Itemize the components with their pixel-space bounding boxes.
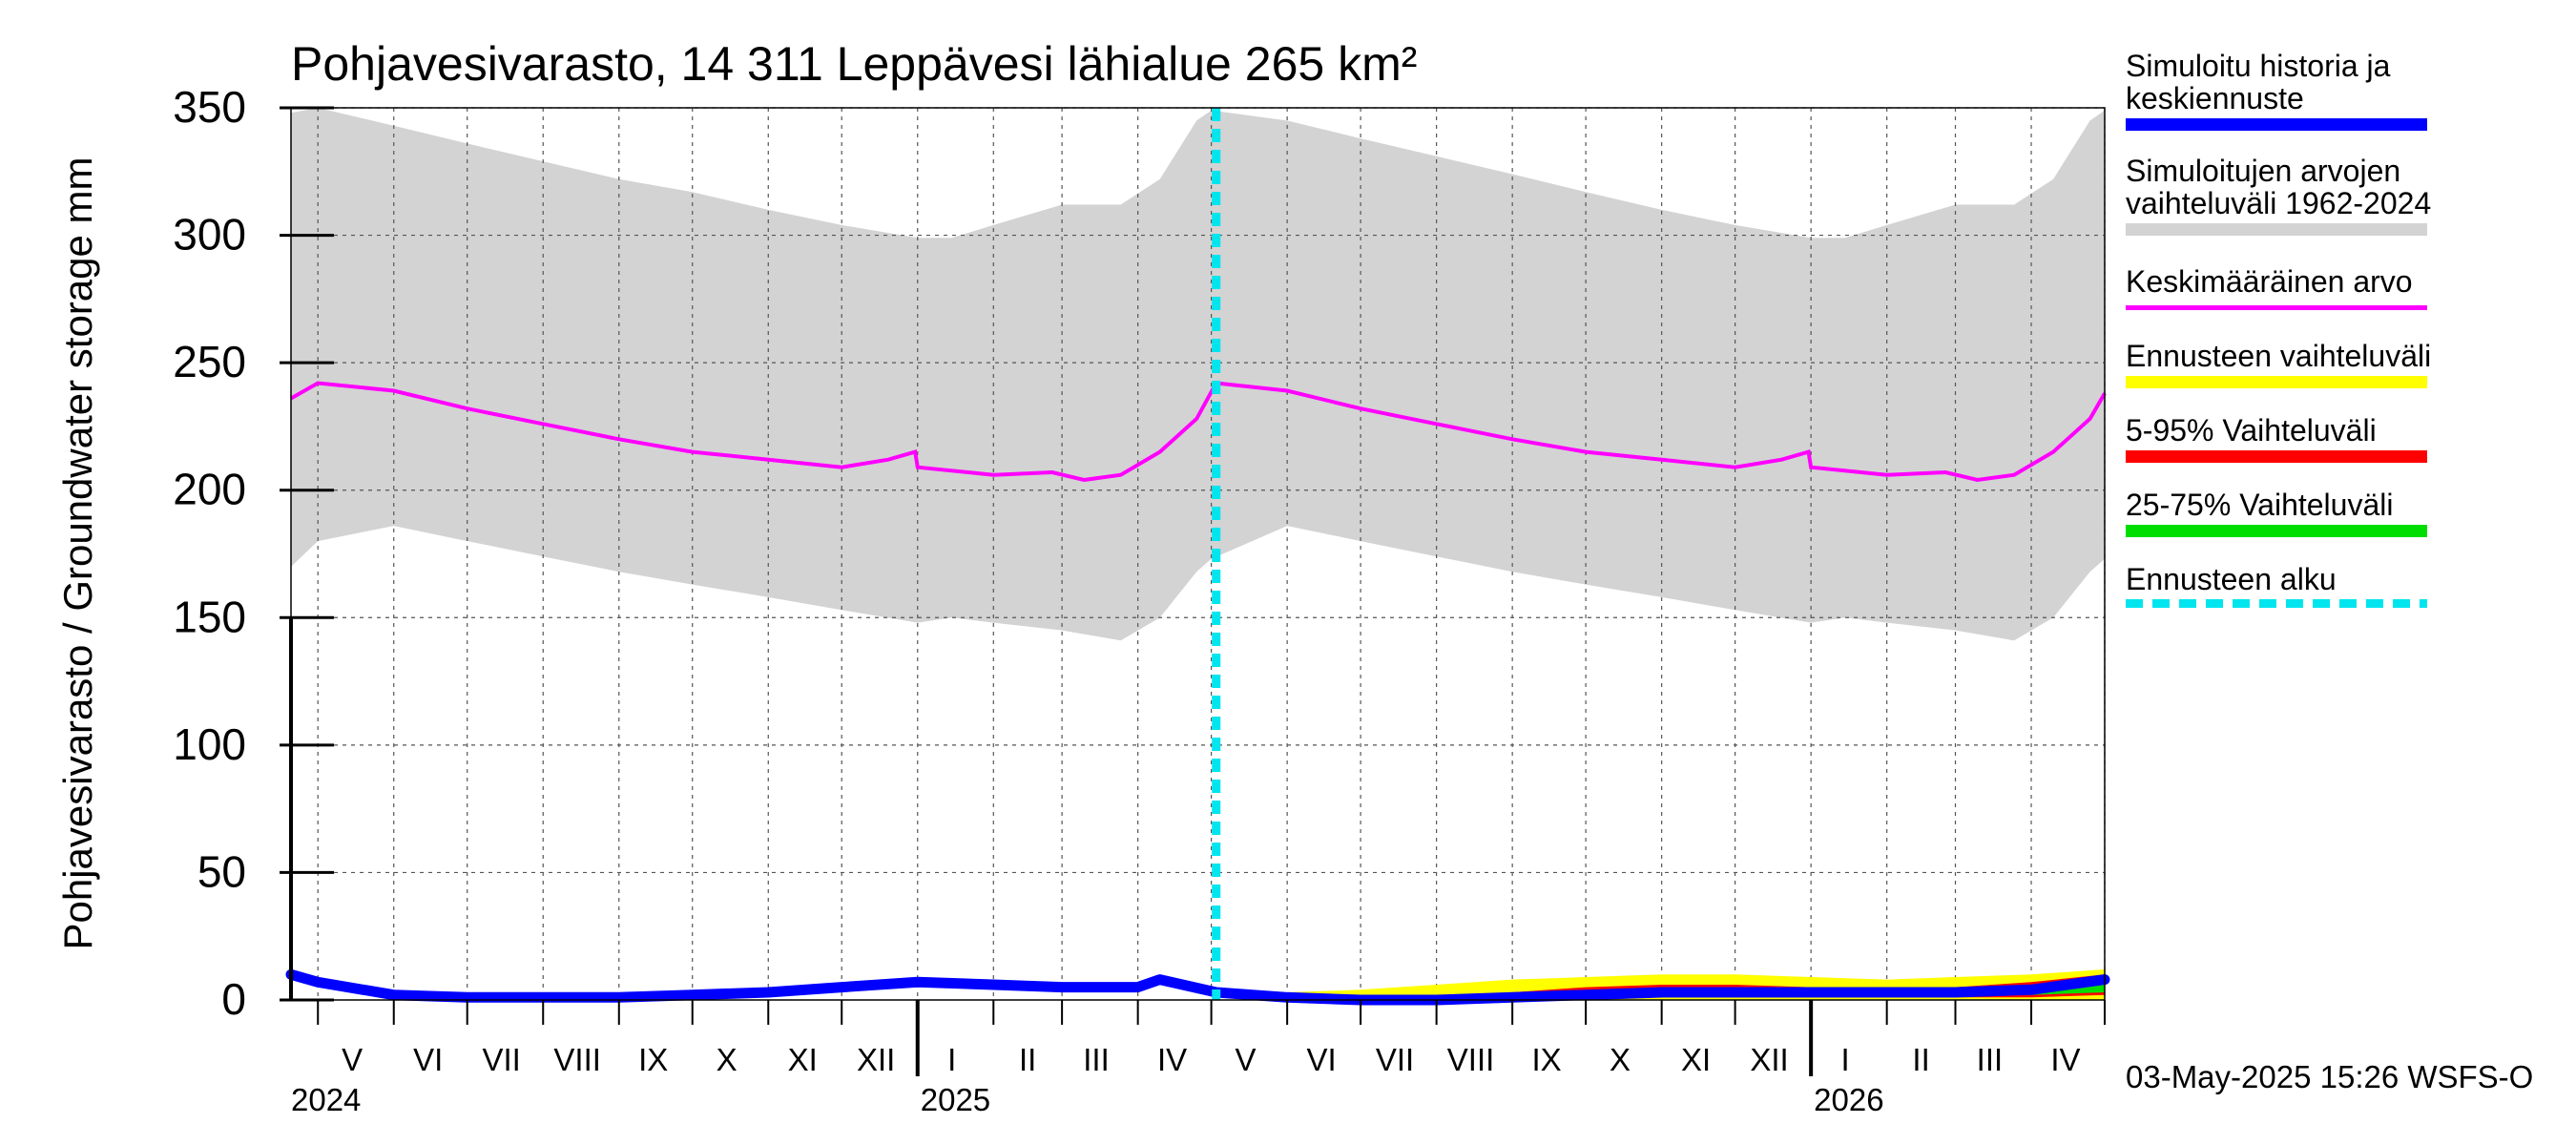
year-label: 2024 — [291, 1082, 361, 1117]
month-label: II — [1019, 1042, 1036, 1077]
legend-item-25-75: 25-75% Vaihteluväli — [2126, 489, 2565, 563]
legend-swatch — [2126, 525, 2427, 537]
month-label: VIII — [553, 1042, 601, 1077]
legend-item-range: Simuloitujen arvojen vaihteluväli 1962-2… — [2126, 155, 2565, 265]
legend-item-mean: Keskimääräinen arvo — [2126, 265, 2565, 340]
legend-item-history: Simuloitu historia ja keskiennuste — [2126, 50, 2565, 137]
month-label: VI — [1306, 1042, 1336, 1077]
historical-range-band — [291, 108, 2105, 641]
month-label: VII — [1376, 1042, 1414, 1077]
month-label: X — [717, 1042, 737, 1077]
month-label: X — [1610, 1042, 1631, 1077]
y-tick-label: 300 — [173, 210, 246, 260]
y-tick-label: 250 — [173, 337, 246, 386]
month-label: V — [342, 1042, 363, 1077]
month-label: IV — [2050, 1042, 2080, 1077]
month-label: III — [1083, 1042, 1110, 1077]
y-tick-label: 50 — [197, 846, 246, 896]
year-label: 2026 — [1814, 1082, 1883, 1117]
x-axis: V VI VII VIII IX X XI XII I II III IV V VI VII VIII IX X X… — [291, 1000, 2106, 1117]
legend-label: 25-75% Vaihteluväli — [2126, 488, 2394, 522]
month-label: XI — [1681, 1042, 1711, 1077]
month-label: II — [1912, 1042, 1929, 1077]
month-label: IX — [638, 1042, 668, 1077]
legend-swatch — [2126, 305, 2427, 310]
legend-swatch — [2126, 118, 2427, 131]
legend-label: Simuloitujen arvojen vaihteluväli 1962-2… — [2126, 154, 2432, 220]
month-label: VII — [482, 1042, 520, 1077]
y-tick-label: 350 — [173, 82, 246, 132]
legend-item-forecast-start: Ennusteen alku — [2126, 563, 2565, 637]
month-label: I — [1840, 1042, 1849, 1077]
legend-swatch — [2126, 376, 2427, 388]
month-label: V — [1236, 1042, 1257, 1077]
month-label: I — [947, 1042, 956, 1077]
month-label: IV — [1157, 1042, 1187, 1077]
legend-swatch — [2126, 223, 2427, 236]
legend: Simuloitu historia ja keskiennuste Simul… — [2126, 50, 2565, 637]
y-tick-label: 150 — [173, 592, 246, 641]
legend-swatch — [2126, 599, 2427, 608]
legend-label: Keskimääräinen arvo — [2126, 264, 2413, 299]
month-label: XII — [1750, 1042, 1788, 1077]
simulated-history-line — [285, 968, 2110, 1006]
plot-frame — [290, 107, 2106, 1001]
legend-label: 5-95% Vaihteluväli — [2126, 413, 2377, 448]
legend-item-forecast-range: Ennusteen vaihteluväli — [2126, 340, 2565, 414]
legend-label: Ennusteen alku — [2126, 562, 2337, 596]
legend-label: Simuloitu historia ja keskiennuste — [2126, 49, 2391, 115]
month-label: IX — [1531, 1042, 1561, 1077]
month-label: XI — [788, 1042, 818, 1077]
mean-line — [290, 381, 2107, 483]
chart-title: Pohjavesivarasto, 14 311 Leppävesi lähia… — [291, 37, 1417, 91]
timestamp: 03-May-2025 15:26 WSFS-O — [2126, 1059, 2534, 1094]
year-label: 2025 — [921, 1082, 990, 1117]
y-axis-label: Pohjavesivarasto / Groundwater storage m… — [55, 156, 100, 949]
legend-label: Ennusteen vaihteluväli — [2126, 339, 2432, 373]
y-tick-label: 100 — [173, 719, 246, 769]
y-tick-label: 200 — [173, 465, 246, 514]
y-tick-label: 0 — [221, 974, 246, 1024]
month-label: VI — [413, 1042, 443, 1077]
legend-swatch — [2126, 450, 2427, 463]
month-label: VIII — [1447, 1042, 1495, 1077]
month-label: XII — [857, 1042, 895, 1077]
month-label: III — [1977, 1042, 2004, 1077]
legend-item-5-95: 5-95% Vaihteluväli — [2126, 414, 2565, 489]
